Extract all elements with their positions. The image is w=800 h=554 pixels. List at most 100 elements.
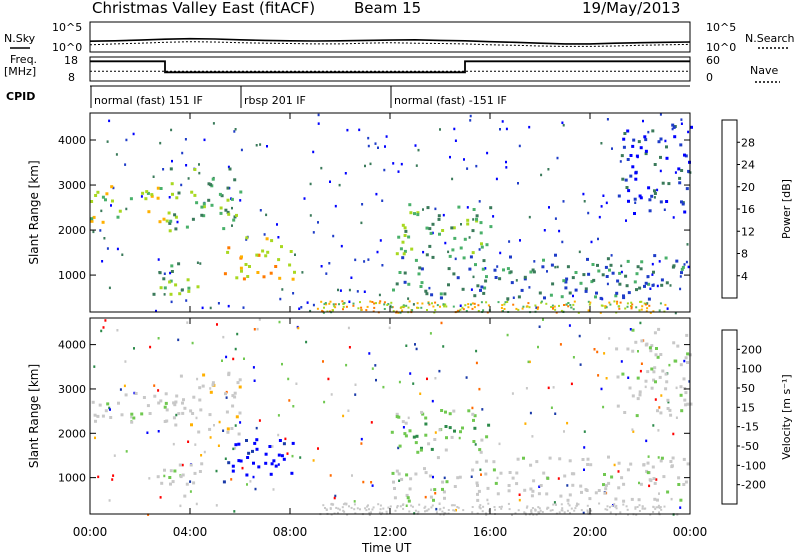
echo-cell-region-6 bbox=[653, 331, 657, 335]
noise-cell bbox=[543, 229, 546, 232]
echo-cell-region-6 bbox=[616, 404, 620, 408]
noise-cell bbox=[398, 479, 401, 482]
noise-cell bbox=[379, 239, 382, 242]
ground-scatter-cell bbox=[655, 506, 658, 509]
echo-cell-region-4 bbox=[456, 276, 460, 280]
echo-cell-region-2 bbox=[197, 430, 201, 434]
ground-scatter-cell bbox=[626, 302, 629, 305]
noise-cell bbox=[108, 286, 111, 290]
ground-scatter-cell bbox=[500, 505, 503, 508]
echo-cell-region-4 bbox=[647, 282, 651, 286]
echo-cell-region-6 bbox=[659, 137, 663, 141]
ground-scatter-cell bbox=[634, 506, 637, 509]
velocity-ylabel: Slant Range [km] bbox=[27, 364, 41, 468]
noise-cell bbox=[140, 195, 143, 198]
echo-cell-region-4 bbox=[549, 293, 553, 297]
ground-scatter-cell bbox=[563, 304, 565, 306]
ground-scatter-cell bbox=[439, 305, 441, 308]
echo-cell-region-5 bbox=[415, 434, 419, 438]
echo-cell-region-6 bbox=[680, 200, 683, 204]
echo-cell-region-4 bbox=[597, 269, 601, 273]
noise-cell bbox=[203, 138, 206, 142]
echo-cell-region-6 bbox=[615, 347, 619, 351]
ground-scatter-cell bbox=[545, 302, 548, 305]
noise-cell bbox=[327, 377, 330, 381]
noise-cell bbox=[546, 270, 548, 273]
echo-cell-region-4 bbox=[609, 263, 613, 267]
echo-cell-region-2 bbox=[211, 381, 215, 385]
noise-cell bbox=[170, 300, 173, 304]
echo-cell-region-6 bbox=[683, 398, 687, 402]
noise-cell bbox=[384, 145, 386, 148]
ground-scatter-cell bbox=[574, 507, 577, 510]
noise-cell bbox=[617, 470, 620, 473]
noise-cell bbox=[198, 171, 201, 175]
echo-cell-region-2 bbox=[168, 221, 172, 225]
noise-cell bbox=[415, 347, 418, 351]
echo-cell-region-6 bbox=[631, 349, 635, 353]
echo-cell-region-6 bbox=[686, 402, 690, 406]
ground-scatter-cell bbox=[383, 301, 386, 304]
echo-cell-region-3 bbox=[252, 461, 255, 465]
ground-scatter-cell bbox=[587, 309, 590, 312]
echo-cell-region-2 bbox=[233, 395, 237, 399]
echo-cell-region-4 bbox=[560, 295, 564, 299]
noise-cell bbox=[209, 306, 212, 310]
echo-cell-region-5 bbox=[471, 251, 475, 255]
echo-cell-region-2 bbox=[207, 182, 211, 186]
ground-scatter-cell bbox=[503, 303, 506, 306]
echo-cell-region-4 bbox=[568, 459, 572, 463]
echo-cell-region-4 bbox=[604, 487, 608, 491]
echo-cell-region-5 bbox=[397, 235, 401, 239]
noise-cell bbox=[525, 387, 528, 390]
noise-cell bbox=[194, 443, 197, 446]
echo-cell-region-1 bbox=[169, 469, 173, 473]
noise-cell bbox=[600, 387, 603, 391]
ground-scatter-cell bbox=[424, 510, 426, 513]
ground-scatter-cell bbox=[386, 304, 389, 306]
noise-cell bbox=[583, 200, 586, 203]
noise-cell bbox=[360, 442, 363, 445]
echo-cell-region-2 bbox=[198, 386, 202, 390]
ground-scatter-cell bbox=[611, 505, 614, 507]
x-tick-label-5: 20:00 bbox=[573, 525, 608, 539]
echo-cell-region-6 bbox=[635, 154, 639, 158]
echo-cell-region-5 bbox=[397, 415, 401, 419]
echo-cell-region-6 bbox=[659, 411, 663, 415]
noise-cell bbox=[322, 360, 324, 363]
echo-cell-region-5 bbox=[425, 226, 429, 230]
velocity-colorbar-label: Velocity [m s⁻¹] bbox=[780, 374, 793, 459]
echo-cell-region-5 bbox=[480, 242, 483, 246]
echo-cell-region-3 bbox=[264, 452, 268, 456]
noise-cell bbox=[639, 321, 642, 325]
echo-cell-region-6 bbox=[650, 386, 654, 390]
velocity-colorbar-frame bbox=[721, 329, 738, 505]
ground-scatter-cell bbox=[552, 306, 554, 309]
echo-cell-region-4 bbox=[646, 471, 650, 475]
ground-scatter-cell bbox=[497, 301, 500, 304]
noise-cell bbox=[632, 430, 635, 433]
echo-cell-region-4 bbox=[430, 293, 434, 297]
echo-cell-region-5 bbox=[421, 412, 425, 416]
echo-cell-region-2 bbox=[193, 193, 197, 197]
echo-cell-region-6 bbox=[649, 349, 653, 353]
echo-cell-region-2 bbox=[219, 206, 223, 210]
ground-scatter-cell bbox=[442, 303, 445, 306]
ground-scatter-cell bbox=[528, 306, 531, 309]
echo-cell-region-1 bbox=[174, 283, 178, 287]
noise-cell bbox=[598, 215, 601, 219]
noise-cell bbox=[672, 216, 675, 219]
ground-scatter-cell bbox=[427, 508, 430, 511]
echo-cell-region-2 bbox=[165, 219, 169, 223]
echo-cell-region-1 bbox=[183, 494, 187, 498]
noise-cell bbox=[484, 267, 487, 270]
echo-cell-region-6 bbox=[626, 158, 630, 161]
echo-cell-region-5 bbox=[473, 414, 477, 418]
ground-scatter-cell bbox=[368, 508, 370, 511]
echo-cell-region-6 bbox=[631, 144, 635, 148]
ground-scatter-cell bbox=[616, 302, 618, 305]
echo-cell-region-4 bbox=[622, 499, 626, 503]
echo-cell-region-4 bbox=[443, 292, 447, 296]
echo-cell-region-3 bbox=[245, 439, 248, 442]
echo-cell-region-4 bbox=[479, 288, 482, 292]
